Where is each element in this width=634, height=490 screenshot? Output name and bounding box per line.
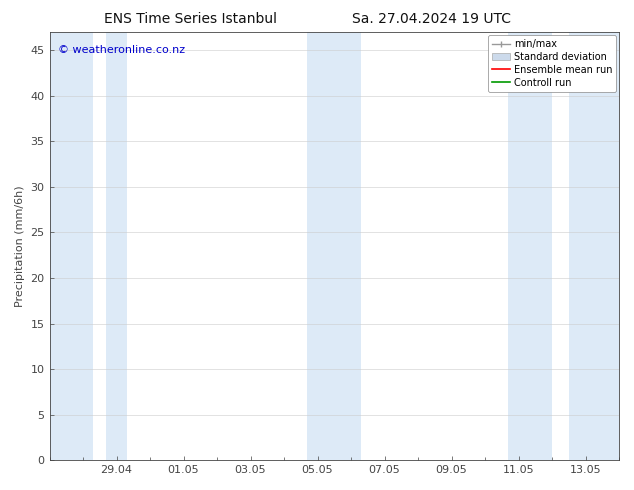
Bar: [508, 32, 552, 460]
Bar: [49, 32, 93, 460]
Text: © weatheronline.co.nz: © weatheronline.co.nz: [58, 45, 185, 55]
Text: Sa. 27.04.2024 19 UTC: Sa. 27.04.2024 19 UTC: [352, 12, 510, 26]
Bar: [107, 32, 127, 460]
Bar: [569, 32, 619, 460]
Y-axis label: Precipitation (mm/6h): Precipitation (mm/6h): [15, 185, 25, 307]
Text: ENS Time Series Istanbul: ENS Time Series Istanbul: [104, 12, 276, 26]
Bar: [307, 32, 361, 460]
Legend: min/max, Standard deviation, Ensemble mean run, Controll run: min/max, Standard deviation, Ensemble me…: [488, 35, 616, 92]
